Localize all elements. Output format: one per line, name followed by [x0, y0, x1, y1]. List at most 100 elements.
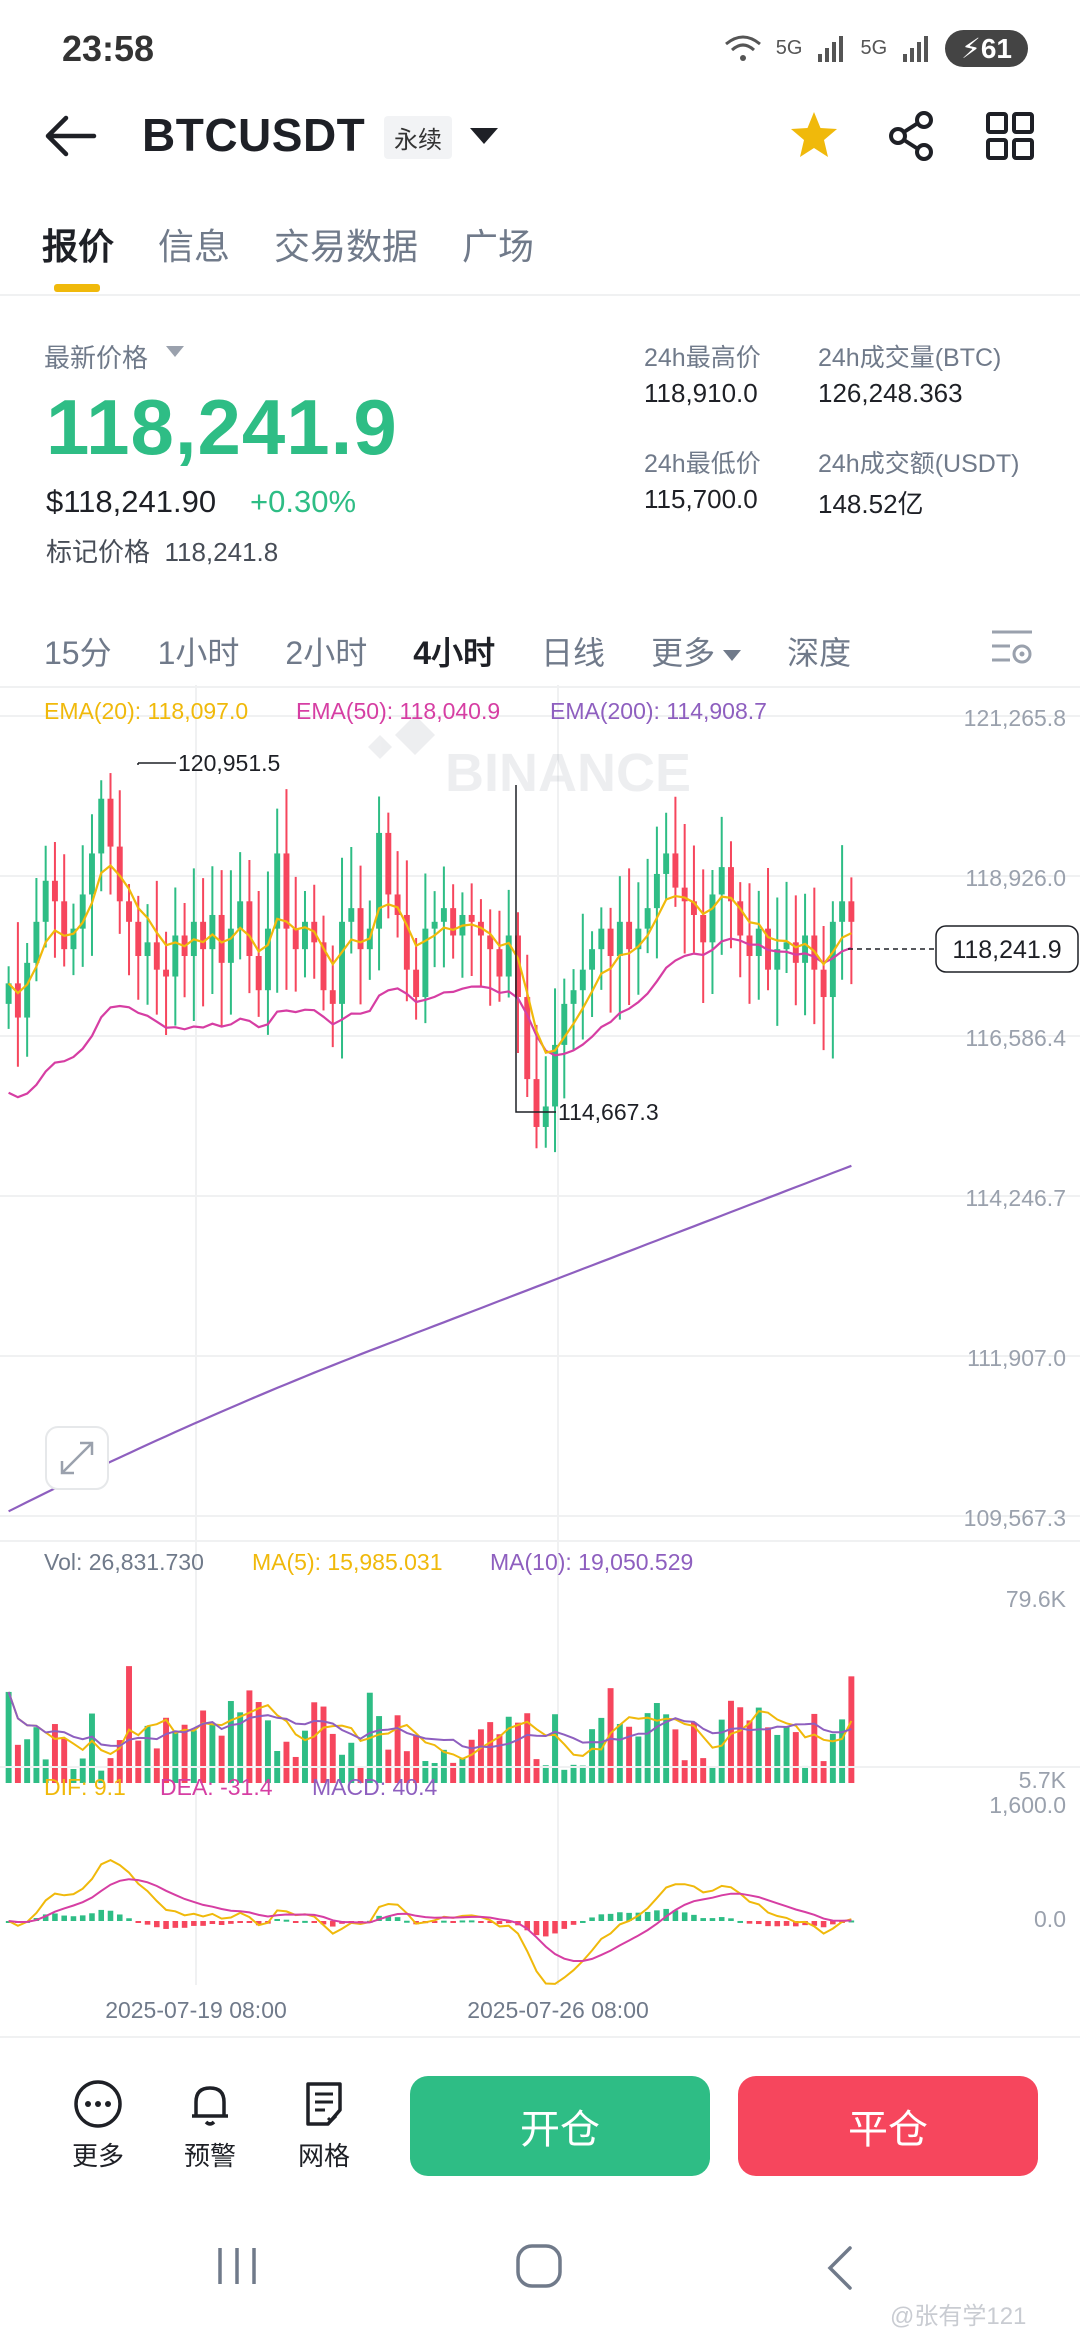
share-icon[interactable]	[884, 108, 940, 164]
volume-btc-label: 24h成交量(BTC)	[818, 344, 1002, 372]
tab-square[interactable]: 广场	[462, 226, 535, 267]
ema20-line	[7, 863, 852, 1054]
tab-quote[interactable]: 报价	[42, 226, 115, 267]
candle	[107, 773, 114, 895]
alert-button[interactable]: 预警	[170, 2078, 250, 2173]
last-price-label[interactable]: 最新价格	[44, 343, 149, 373]
candle-body	[70, 928, 77, 950]
candle	[468, 883, 475, 977]
time-label: 2025-07-19 08:00	[105, 1997, 287, 2023]
candle-body	[329, 990, 336, 1004]
candle-body	[200, 921, 207, 950]
chart-bottom-divider	[0, 2036, 1080, 2038]
candle-body	[376, 832, 383, 929]
candle-body	[718, 867, 725, 895]
macd-bar	[468, 1920, 475, 1923]
candle	[765, 867, 771, 991]
home-icon[interactable]	[514, 2244, 564, 2288]
macd-bar	[783, 1921, 790, 1926]
last-price: 118,241.9	[46, 383, 398, 471]
macd-bar	[820, 1921, 827, 1928]
macd-bar	[589, 1917, 595, 1921]
battery-indicator: ⚡61	[945, 30, 1028, 67]
candle	[181, 902, 188, 998]
price-tick: 109,567.3	[964, 1505, 1066, 1531]
macd-bar	[691, 1914, 697, 1921]
bell-icon	[192, 2086, 228, 2126]
volume-bar	[126, 1666, 132, 1783]
interval-15m[interactable]: 15分	[44, 635, 112, 671]
candle-body	[14, 983, 21, 1018]
depth-tab[interactable]: 深度	[787, 635, 852, 671]
binance-watermark: BINANCE	[368, 715, 691, 803]
expand-chart-icon[interactable]	[45, 1426, 109, 1490]
alert-button-label: 预警	[183, 2141, 236, 2171]
macd-bar	[737, 1920, 744, 1923]
candle-body	[774, 949, 781, 970]
macd-bar	[524, 1921, 531, 1931]
price-tick: 118,926.0	[965, 865, 1066, 891]
more-button[interactable]: 更多	[58, 2078, 138, 2173]
grid-layout-icon[interactable]	[982, 108, 1038, 164]
symbol-title[interactable]: BTCUSDT	[142, 109, 366, 161]
favorite-star-icon[interactable]	[786, 108, 842, 164]
low-24h-value: 115,700.0	[644, 484, 758, 514]
candle-body	[33, 921, 40, 963]
candle-body	[107, 798, 114, 847]
volume-bar	[376, 1716, 383, 1783]
volume-ma5-line	[7, 1691, 853, 1761]
interval-more[interactable]: 更多	[651, 628, 742, 674]
candle-body	[505, 935, 512, 977]
interval-2h[interactable]: 2小时	[285, 635, 368, 671]
volume-bar	[839, 1719, 846, 1783]
tab-trading-data[interactable]: 交易数据	[274, 226, 419, 267]
recent-apps-icon[interactable]	[214, 2244, 260, 2288]
volume-bar	[311, 1702, 318, 1783]
interval-4h[interactable]: 4小时	[413, 635, 496, 671]
candle-body	[237, 901, 244, 929]
volume-bar	[413, 1735, 420, 1783]
candle	[209, 866, 216, 995]
tab-info[interactable]: 信息	[158, 226, 231, 267]
volume-usdt-value: 148.52亿	[818, 489, 924, 519]
chart-settings-icon[interactable]	[990, 626, 1034, 666]
system-back-icon[interactable]	[822, 2244, 858, 2292]
grid-trading-button[interactable]: 网格	[284, 2078, 364, 2173]
back-arrow-icon[interactable]	[40, 110, 100, 162]
volume-axis-min: 5.7K	[1019, 1767, 1067, 1793]
interval-1h[interactable]: 1小时	[157, 635, 240, 671]
candle	[607, 907, 614, 1013]
candle	[61, 854, 68, 967]
interval-1d[interactable]: 日线	[541, 635, 606, 671]
macd-bar	[635, 1912, 642, 1921]
image-watermark: @张有学121	[890, 2303, 1027, 2330]
volume-bar	[79, 1758, 86, 1783]
macd-bar	[755, 1921, 762, 1925]
volume-bar	[450, 1762, 457, 1783]
symbol-dropdown-icon[interactable]	[470, 128, 498, 144]
grid-button-label: 网格	[297, 2141, 350, 2171]
price-chart[interactable]: BINANCE EMA(20): 118,097.0 EMA(50): 118,…	[0, 685, 1080, 2035]
candle-body	[320, 942, 327, 991]
status-time: 23:58	[62, 28, 155, 69]
open-position-button[interactable]: 开仓	[410, 2076, 710, 2176]
wifi-icon	[724, 35, 761, 61]
macd-bar	[626, 1912, 632, 1921]
volume-btc-value: 126,248.363	[818, 378, 963, 408]
candle	[357, 865, 364, 1005]
macd-bar	[718, 1917, 725, 1921]
candle	[440, 866, 447, 968]
volume-bar	[135, 1740, 142, 1783]
macd-bar	[404, 1920, 410, 1923]
macd-bar	[663, 1908, 669, 1921]
candle-body	[681, 887, 688, 902]
volume-bar	[292, 1756, 299, 1783]
volume-bar	[24, 1739, 31, 1783]
close-position-button[interactable]: 平仓	[738, 2076, 1038, 2176]
candle-body	[542, 1106, 549, 1127]
candle-body	[348, 908, 355, 922]
candle	[348, 846, 355, 954]
last-price-dropdown-icon[interactable]	[166, 346, 184, 357]
macd-dif-line	[8, 1858, 852, 1985]
macd-bar	[505, 1921, 512, 1924]
